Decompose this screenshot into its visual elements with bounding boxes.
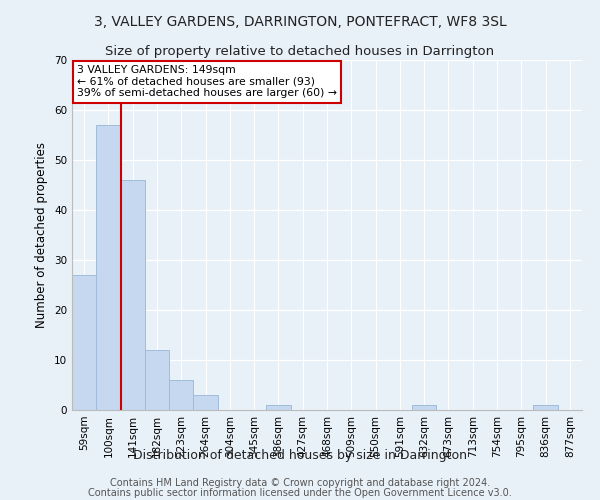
Bar: [145, 350, 169, 410]
Text: Distribution of detached houses by size in Darrington: Distribution of detached houses by size …: [133, 448, 467, 462]
Text: Contains HM Land Registry data © Crown copyright and database right 2024.: Contains HM Land Registry data © Crown c…: [110, 478, 490, 488]
Text: 3, VALLEY GARDENS, DARRINGTON, PONTEFRACT, WF8 3SL: 3, VALLEY GARDENS, DARRINGTON, PONTEFRAC…: [94, 15, 506, 29]
Bar: [72, 275, 96, 410]
Bar: [169, 380, 193, 410]
Text: Size of property relative to detached houses in Darrington: Size of property relative to detached ho…: [106, 45, 494, 58]
Bar: [266, 405, 290, 410]
Bar: [96, 125, 121, 410]
Bar: [412, 405, 436, 410]
Bar: [121, 180, 145, 410]
Text: 3 VALLEY GARDENS: 149sqm
← 61% of detached houses are smaller (93)
39% of semi-d: 3 VALLEY GARDENS: 149sqm ← 61% of detach…: [77, 66, 337, 98]
Bar: [193, 395, 218, 410]
Text: Contains public sector information licensed under the Open Government Licence v3: Contains public sector information licen…: [88, 488, 512, 498]
Y-axis label: Number of detached properties: Number of detached properties: [35, 142, 49, 328]
Bar: [533, 405, 558, 410]
